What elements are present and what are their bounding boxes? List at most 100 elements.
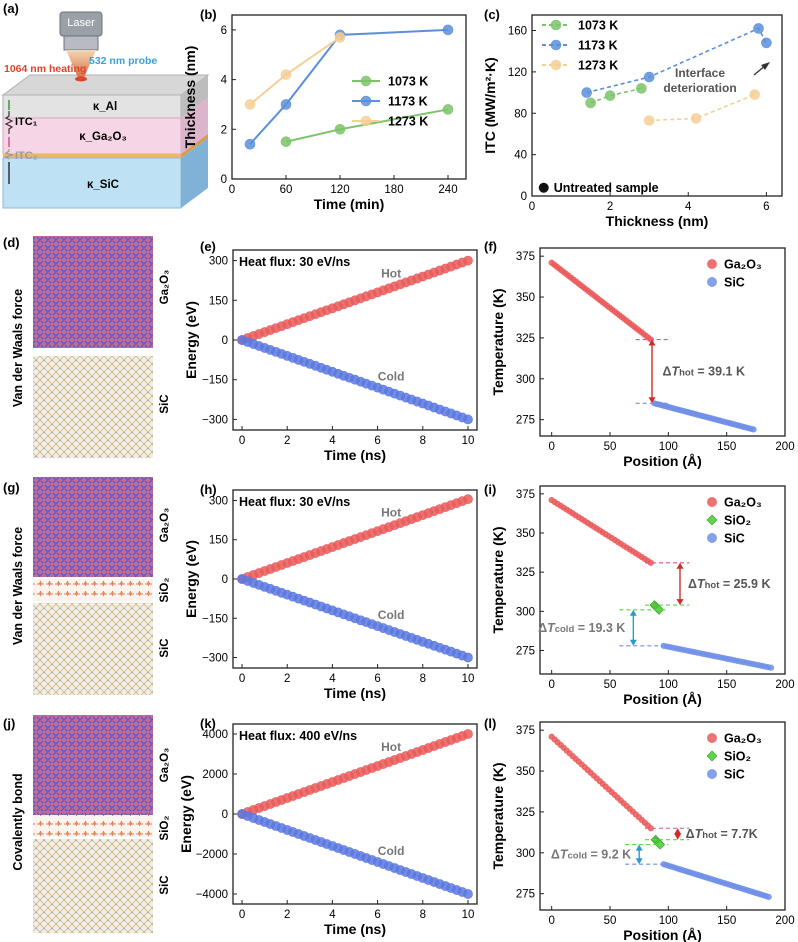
laser-nozzle: [63, 35, 99, 51]
data-point: [636, 83, 647, 94]
x-tick-label: 200: [775, 679, 794, 691]
x-tick-label: 2: [607, 201, 613, 213]
plot-frame: [539, 247, 786, 437]
legend-marker: [707, 533, 717, 543]
al-layer-side: [181, 75, 208, 118]
x-axis-label: Time (min): [314, 196, 385, 212]
chart-f: 0 50 100 150 200 275 300 325 350 375 Position (Å) T…: [490, 247, 795, 469]
panel-tag-f: (f): [484, 239, 497, 254]
data-point: [765, 893, 772, 901]
y-tick-label: −150: [202, 375, 228, 387]
gap-arrowhead: [629, 609, 637, 616]
x-tick-label: 240: [438, 184, 457, 196]
x-tick-label: 180: [384, 184, 403, 196]
legend-label: 1173 K: [388, 95, 428, 109]
x-tick-label: 4: [685, 201, 692, 213]
y-tick-label: 40: [514, 150, 527, 162]
x-tick-label: 6: [374, 909, 380, 921]
x-tick-label: 2: [284, 435, 290, 447]
legend-marker: [706, 750, 718, 762]
y-tick-label: 300: [516, 606, 535, 618]
panel-tag-l: (l): [484, 716, 496, 731]
x-tick-label: 60: [280, 184, 293, 196]
x-tick-label: 4: [329, 435, 336, 447]
data-point: [585, 97, 596, 109]
x-tick-label: 120: [330, 184, 349, 196]
x-tick-label: 0: [239, 673, 245, 685]
k-al-label: κ_Al: [93, 101, 117, 113]
sic-label-g: SiC: [159, 638, 171, 657]
sic-layer-side: [181, 138, 208, 208]
data-point: [767, 664, 775, 671]
untreated-marker: [538, 182, 549, 193]
y-tick-label: 2000: [202, 769, 228, 781]
legend-label: Ga₂O₃: [724, 496, 762, 510]
y-tick-label: −150: [202, 613, 228, 625]
y-tick-label: 0: [222, 335, 228, 347]
legend-marker: [707, 497, 717, 507]
side-label-j: Covalently bond: [11, 773, 25, 870]
y-axis-label: Temperature (K): [490, 762, 506, 869]
y-tick-label: 150: [209, 535, 228, 547]
legend-label: Ga₂O₃: [724, 732, 762, 746]
plot-frame: [232, 489, 478, 669]
sic-label-j: SiC: [159, 875, 171, 894]
sic-slab: [33, 356, 153, 458]
itc2-resistor: [4, 149, 14, 160]
x-tick-label: 150: [717, 679, 736, 691]
y-tick-label: 375: [516, 725, 535, 737]
data-point: [753, 23, 764, 34]
chart-i: 0 50 100 150 200 275 300 325 350 375 Position (Å) T…: [490, 485, 795, 707]
x-tick-label: 2: [284, 673, 290, 685]
panel-a-schematic: (a) Laser 1064 nm heating 532 nm probe κ…: [1, 1, 210, 209]
panel-tag-e: (e): [200, 239, 216, 254]
y-axis-label: Energy (eV): [183, 301, 199, 379]
sic-label-d: SiC: [159, 394, 171, 413]
panel-tag-k: (k): [200, 716, 216, 731]
x-tick-label: 100: [659, 441, 678, 453]
x-tick-label: 0: [239, 435, 245, 447]
series-label: Cold: [378, 608, 405, 622]
data-point: [442, 104, 454, 115]
legend-marker: [550, 59, 562, 71]
legend-marker: [707, 769, 717, 779]
legend-label: SiO₂: [724, 514, 751, 528]
laser-spot: [75, 76, 87, 82]
y-tick-label: 275: [516, 646, 535, 658]
gap-label: ΔThot = 7.7K: [686, 827, 758, 841]
y-axis-label: ITC (MW/m²·K): [482, 57, 498, 153]
ga2o3-slab: [33, 477, 153, 577]
y-tick-label: 300: [209, 495, 228, 507]
y-axis-label: Thickness (nm): [182, 46, 198, 149]
x-tick-label: 50: [604, 679, 617, 691]
ga2o3-layer: [2, 117, 182, 155]
y-axis-label: Energy (eV): [178, 775, 194, 853]
data-point: [581, 87, 592, 98]
x-axis-label: Thickness (nm): [606, 213, 709, 229]
gap-arrowhead: [676, 599, 684, 606]
annotation-line2: deterioration: [663, 81, 736, 95]
side-label-d: Van der Waals force: [11, 289, 25, 407]
data-point: [761, 37, 772, 49]
chart-h: 0 2 4 6 8 10 −300 −150 0 150 300 Time (ns) Energy (e…: [183, 489, 478, 701]
gap-arrowhead: [648, 397, 656, 404]
data-point: [334, 32, 346, 43]
itc2-label: ITC₂: [15, 150, 38, 162]
itc1-label: ITC₁: [15, 116, 38, 128]
annotation-arrowhead: [761, 62, 770, 70]
y-tick-label: 0: [222, 574, 228, 586]
y-tick-label: 150: [209, 295, 228, 307]
x-tick-label: 200: [775, 915, 794, 927]
panel-g-structure: (g) Van der Waals force Ga₂O₃ SiO₂ SiC: [3, 477, 171, 695]
legend-marker: [550, 39, 562, 51]
y-tick-label: 0: [521, 191, 527, 203]
y-tick-label: 350: [516, 766, 535, 778]
x-tick-label: 6: [763, 201, 769, 213]
x-tick-label: 4: [329, 909, 336, 921]
itc1-resistor: [4, 111, 14, 134]
series-line: [249, 28, 449, 145]
data-point: [463, 494, 473, 505]
legend-label: SiC: [724, 768, 745, 782]
y-tick-label: 2: [221, 124, 227, 136]
